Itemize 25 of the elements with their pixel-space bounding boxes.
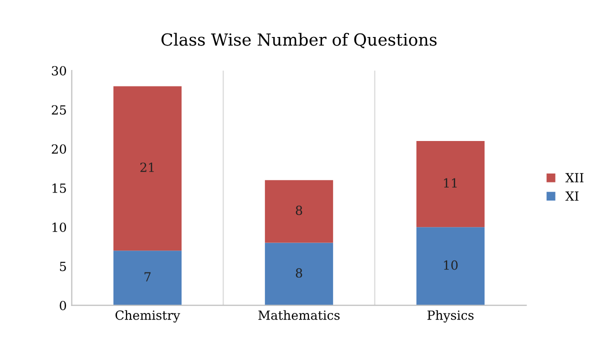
bar [113, 86, 182, 251]
bar [264, 180, 334, 243]
bar [416, 141, 485, 228]
data-label: 11 [444, 178, 457, 188]
y-tick-label: 30 [52, 66, 66, 76]
bar [416, 227, 485, 306]
bar [113, 250, 182, 306]
y-tick-label: 10 [52, 222, 66, 232]
data-label: 8 [296, 268, 302, 278]
y-tick-label: 15 [52, 183, 66, 193]
legend-label: XI [565, 191, 578, 201]
y-tick-label: 25 [52, 105, 66, 115]
x-tick-label: Chemistry [116, 310, 180, 322]
y-tick-label: 20 [52, 144, 66, 154]
data-label: 8 [296, 206, 302, 216]
bar [264, 242, 334, 306]
data-label: 10 [444, 260, 458, 270]
y-tick-label: 0 [60, 300, 66, 310]
y-tick-label: 5 [60, 262, 66, 272]
legend-label: XII [565, 173, 584, 182]
x-tick-label: Mathematics [258, 310, 340, 320]
x-tick-label: Physics [428, 310, 474, 322]
chart-title: Class Wise Number of Questions [161, 32, 437, 48]
data-label: 7 [144, 272, 151, 282]
data-label: 21 [140, 162, 154, 172]
